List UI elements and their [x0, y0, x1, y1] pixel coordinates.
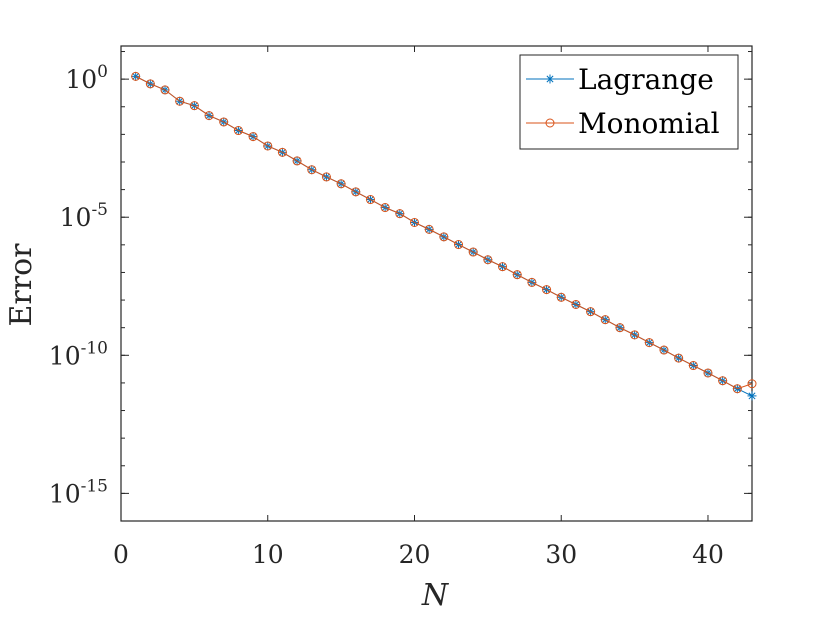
monomial-point-5	[204, 111, 214, 121]
monomial-point-38	[688, 361, 698, 371]
monomial-point-17	[380, 203, 390, 213]
monomial-point-26	[512, 270, 522, 280]
monomial-point-1	[145, 79, 155, 89]
series-layer	[131, 71, 757, 401]
monomial-point-28	[542, 285, 552, 295]
monomial-point-13	[321, 172, 331, 182]
monomial-point-22	[454, 240, 464, 250]
monomial-point-12	[307, 165, 317, 175]
monomial-point-30	[571, 299, 581, 309]
y-axis-label: Error	[4, 243, 39, 327]
monomial-point-39	[703, 368, 713, 378]
monomial-point-42	[747, 379, 757, 389]
monomial-point-10	[277, 147, 287, 157]
monomial-point-19	[409, 217, 419, 227]
series-monomial	[131, 71, 757, 394]
monomial-point-29	[556, 292, 566, 302]
monomial-point-6	[219, 117, 229, 127]
monomial-point-37	[674, 353, 684, 363]
monomial-point-0	[131, 71, 141, 81]
monomial-point-2	[160, 85, 170, 95]
monomial-point-24	[483, 255, 493, 265]
legend-box	[519, 54, 739, 150]
monomial-point-8	[248, 132, 258, 142]
monomial-point-9	[263, 141, 273, 151]
monomial-point-40	[718, 376, 728, 386]
monomial-point-31	[586, 307, 596, 317]
monomial-point-4	[189, 101, 199, 111]
monomial-point-36	[659, 345, 669, 355]
lagrange-point-42	[747, 391, 757, 401]
monomial-point-34	[630, 330, 640, 340]
y-tick-label-3: 10-15	[49, 476, 108, 508]
monomial-point-20	[424, 224, 434, 234]
monomial-point-21	[439, 232, 449, 242]
monomial-point-7	[233, 126, 243, 136]
legend: Lagrange Monomial	[519, 54, 739, 150]
asterisk-stroke	[132, 72, 140, 80]
x-axis-label: N	[421, 578, 450, 613]
monomial-point-41	[732, 384, 742, 394]
x-tick-label-4: 40	[692, 540, 724, 569]
y-tick-label-2: 10-10	[49, 338, 108, 370]
x-tick-label-3: 30	[545, 540, 577, 569]
x-tick-label-0: 0	[113, 540, 129, 569]
monomial-point-15	[351, 187, 361, 197]
asterisk-stroke	[748, 392, 756, 400]
monomial-point-35	[644, 338, 654, 348]
x-tick-label-2: 20	[399, 540, 431, 569]
monomial-point-11	[292, 156, 302, 166]
legend-marker-monomial	[545, 118, 555, 128]
legend-marker-lagrange	[545, 74, 555, 84]
monomial-point-27	[527, 277, 537, 287]
monomial-point-32	[600, 315, 610, 325]
monomial-point-14	[336, 179, 346, 189]
x-tick-label-1: 10	[252, 540, 284, 569]
monomial-point-25	[498, 262, 508, 272]
monomial-point-16	[365, 195, 375, 205]
y-tick-label-0: 100	[65, 62, 108, 94]
monomial-line	[135, 75, 753, 390]
monomial-point-18	[395, 209, 405, 219]
monomial-point-23	[468, 247, 478, 257]
asterisk-stroke	[546, 75, 554, 83]
legend-label-monomial: Monomial	[578, 107, 720, 140]
y-tick-label-1: 10-5	[60, 200, 108, 232]
legend-label-lagrange: Lagrange	[578, 63, 714, 96]
monomial-point-33	[615, 323, 625, 333]
monomial-point-3	[175, 96, 185, 106]
